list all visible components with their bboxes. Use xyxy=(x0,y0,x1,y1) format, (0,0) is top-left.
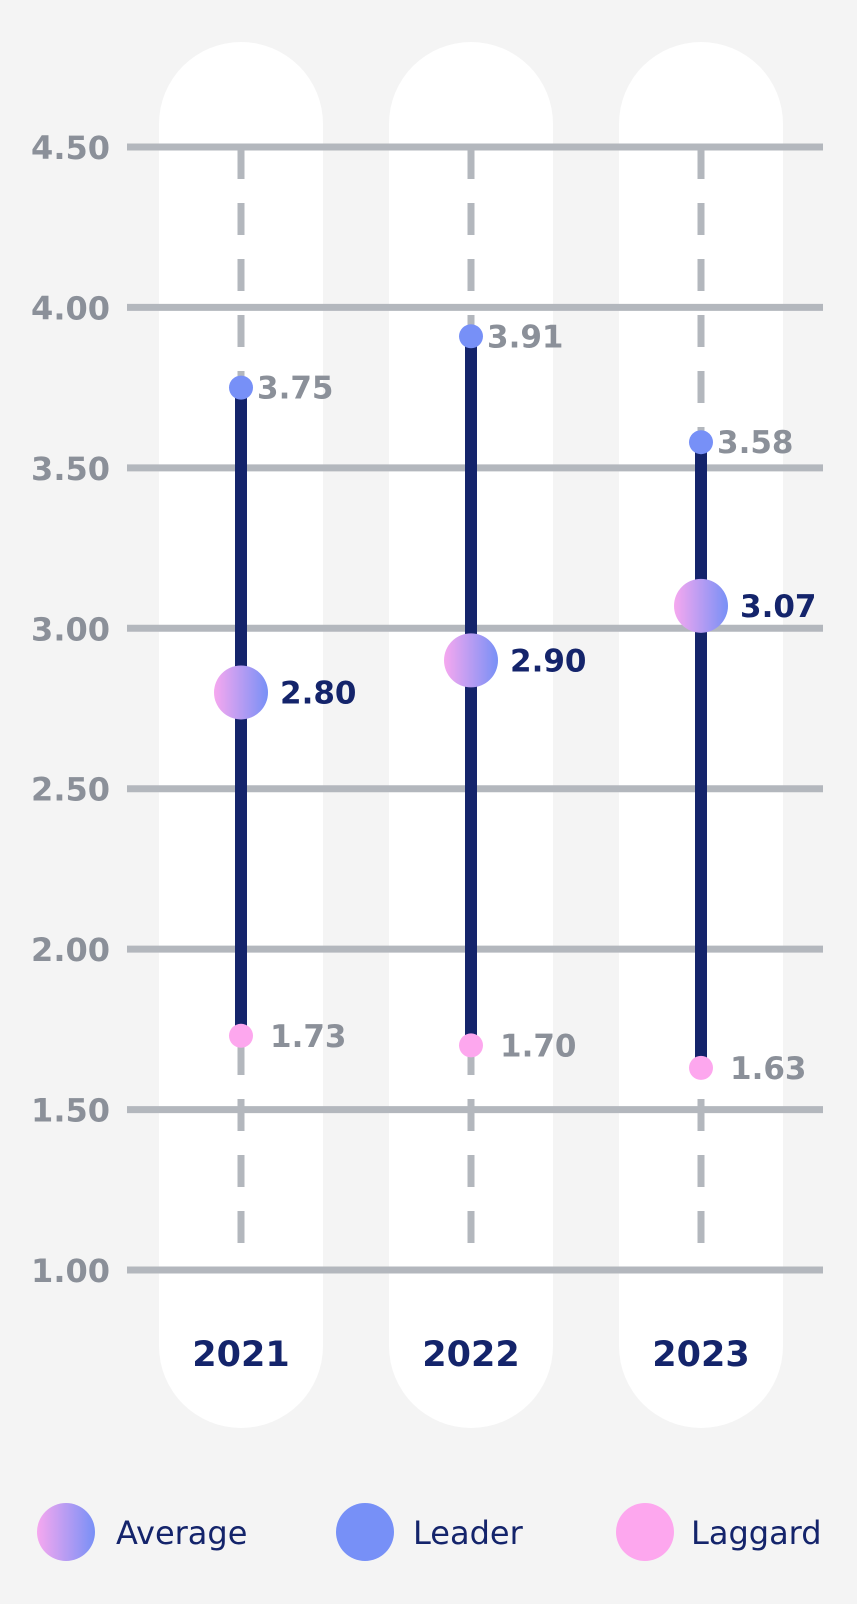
average-point xyxy=(674,578,728,633)
category-label: 2023 xyxy=(652,1335,749,1375)
leader-value-label: 3.75 xyxy=(257,371,334,407)
average-point xyxy=(214,665,268,720)
leader-value-label: 3.58 xyxy=(717,425,794,461)
leader-value-label: 3.91 xyxy=(487,319,564,355)
laggard-point xyxy=(689,1055,713,1080)
point-layer xyxy=(214,324,728,1080)
laggard-value-label: 1.73 xyxy=(270,1019,347,1055)
average-point xyxy=(444,633,498,688)
average-value-label: 2.80 xyxy=(280,675,357,711)
y-tick-label: 3.00 xyxy=(31,610,110,648)
laggard-point xyxy=(229,1023,253,1048)
legend-leader-label: Leader xyxy=(413,1514,524,1552)
y-tick-label: 4.00 xyxy=(31,289,110,327)
y-tick-label: 2.00 xyxy=(31,931,110,969)
category-label: 2021 xyxy=(192,1335,289,1375)
y-tick-label: 4.50 xyxy=(31,129,110,167)
columns-layer: 2021 2022 2023 xyxy=(159,42,783,1428)
average-value-label: 3.07 xyxy=(740,589,817,625)
leader-point xyxy=(229,375,253,400)
y-tick-label: 1.00 xyxy=(31,1252,110,1290)
laggard-value-label: 1.70 xyxy=(500,1028,577,1064)
y-tick-label: 3.50 xyxy=(31,450,110,488)
leader-point xyxy=(459,324,483,349)
label-layer: 3.75 2.80 1.73 3.91 2.90 1.70 3.58 3.07 1.63 xyxy=(257,319,817,1087)
legend-laggard-label: Laggard xyxy=(691,1514,822,1552)
y-tick-label: 1.50 xyxy=(31,1092,110,1130)
leader-point xyxy=(689,430,713,455)
y-tick-label: 2.50 xyxy=(31,771,110,809)
axis-layer: 1.00 1.50 2.00 2.50 3.00 3.50 4.00 4.50 xyxy=(31,129,110,1290)
legend-layer: Average Leader Laggard xyxy=(37,1503,822,1561)
category-label: 2022 xyxy=(422,1335,519,1375)
legend-average-swatch xyxy=(37,1503,95,1561)
average-value-label: 2.90 xyxy=(510,643,587,679)
legend-average-label: Average xyxy=(116,1514,247,1552)
laggard-point xyxy=(459,1033,483,1058)
legend-laggard-swatch xyxy=(616,1503,674,1561)
legend-leader-swatch xyxy=(336,1503,394,1561)
laggard-value-label: 1.63 xyxy=(730,1051,807,1087)
